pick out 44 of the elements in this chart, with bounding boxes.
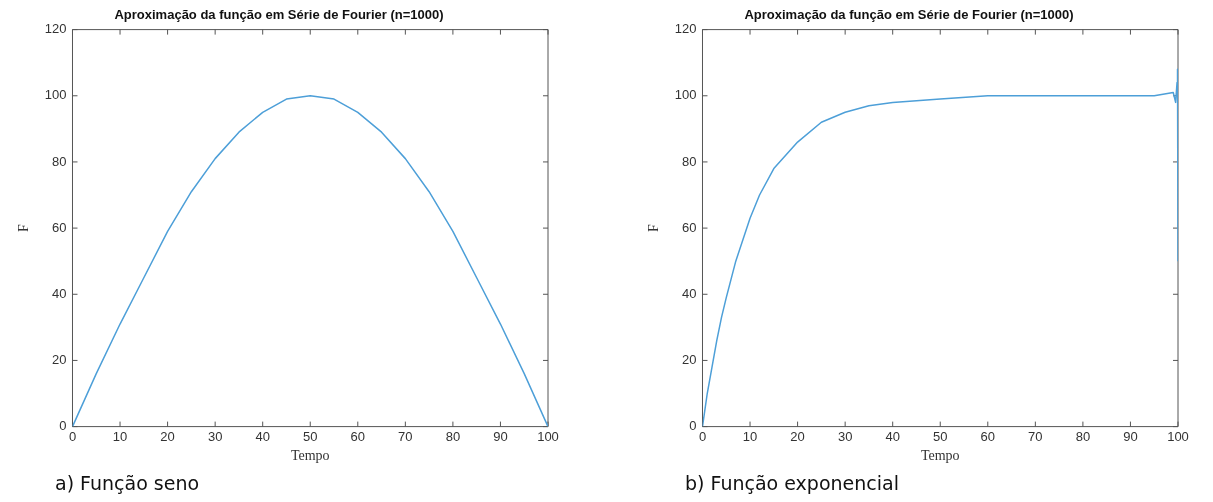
x-tick-label: 30 bbox=[207, 428, 223, 444]
x-tick-label: 100 bbox=[1167, 428, 1189, 444]
y-axis-title: F bbox=[16, 224, 32, 232]
y-tick-label: 40 bbox=[682, 285, 697, 301]
x-tick-label: 20 bbox=[160, 428, 175, 444]
x-tick-label: 60 bbox=[350, 428, 366, 444]
y-tick-label: 120 bbox=[674, 21, 697, 37]
x-tick-label: 0 bbox=[698, 428, 707, 444]
y-tick-label: 20 bbox=[52, 352, 67, 368]
text: a) Função seno bbox=[55, 472, 200, 494]
y-axis-title: F bbox=[646, 224, 662, 232]
x-tick-label: 100 bbox=[537, 428, 559, 444]
text: b) Função exponencial bbox=[685, 472, 899, 494]
x-tick-label: 30 bbox=[837, 428, 853, 444]
y-tick-label: 80 bbox=[682, 153, 697, 169]
y-tick-label: 100 bbox=[674, 87, 697, 103]
y-tick-label: 100 bbox=[44, 87, 67, 103]
y-tick-label: 60 bbox=[52, 219, 67, 235]
x-tick-label: 80 bbox=[1075, 428, 1091, 444]
chart-title: Aproximação da função em Série de Fourier (n=1000) bbox=[114, 7, 444, 23]
x-axis-title: Tempo bbox=[920, 448, 960, 464]
x-tick-label: 80 bbox=[445, 428, 461, 444]
x-tick-label: 10 bbox=[742, 428, 758, 444]
y-tick-label: 80 bbox=[52, 153, 67, 169]
x-tick-label: 40 bbox=[885, 428, 900, 444]
y-tick-label: 120 bbox=[44, 21, 67, 37]
x-tick-label: 90 bbox=[1123, 428, 1138, 444]
chart-title: Aproximação da função em Série de Fourier (n=1000) bbox=[744, 7, 1074, 23]
y-tick-label: 0 bbox=[689, 418, 697, 434]
x-tick-label: 60 bbox=[980, 428, 996, 444]
x-tick-label: 40 bbox=[255, 428, 270, 444]
x-tick-label: 50 bbox=[303, 428, 318, 444]
x-tick-label: 0 bbox=[68, 428, 77, 444]
y-tick-label: 20 bbox=[682, 352, 697, 368]
y-tick-label: 40 bbox=[52, 285, 67, 301]
x-tick-label: 70 bbox=[398, 428, 413, 444]
y-tick-label: 60 bbox=[682, 219, 697, 235]
x-tick-label: 20 bbox=[790, 428, 805, 444]
y-tick-label: 0 bbox=[59, 418, 67, 434]
x-tick-label: 50 bbox=[933, 428, 948, 444]
x-axis-title: Tempo bbox=[290, 448, 330, 464]
x-tick-label: 70 bbox=[1028, 428, 1043, 444]
x-tick-label: 90 bbox=[493, 428, 508, 444]
x-tick-label: 10 bbox=[112, 428, 128, 444]
